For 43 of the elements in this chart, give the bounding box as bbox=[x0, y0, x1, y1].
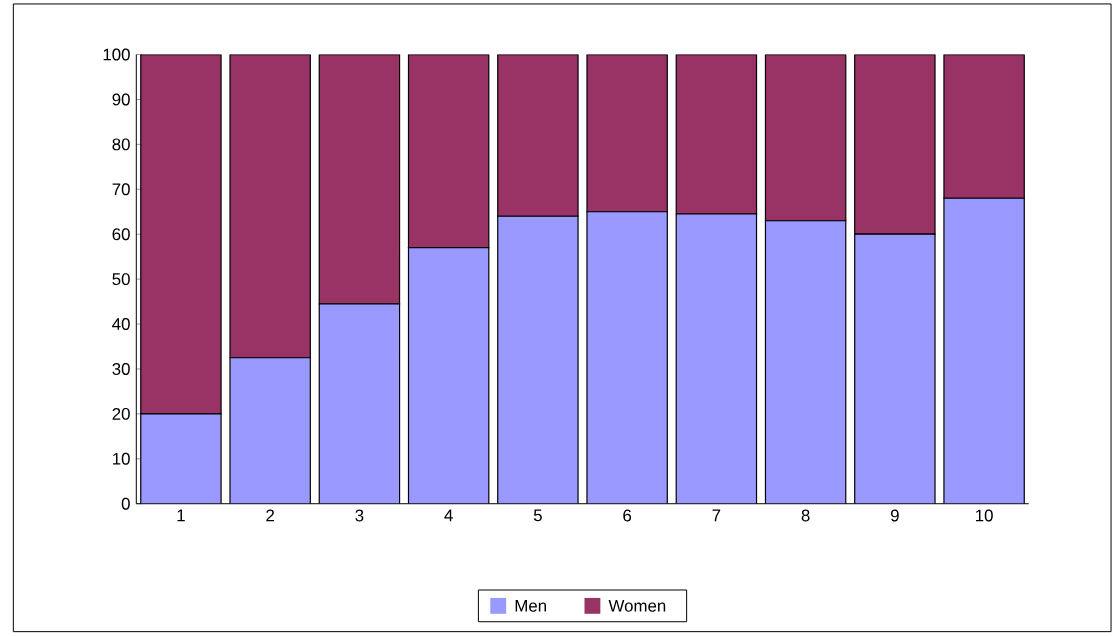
y-tick-label: 70 bbox=[112, 183, 130, 196]
x-tick-label: 6 bbox=[623, 509, 632, 522]
x-tick-label: 9 bbox=[890, 509, 899, 522]
bar bbox=[497, 216, 579, 504]
x-tick-label: 10 bbox=[976, 509, 993, 522]
y-tick-label: 50 bbox=[112, 273, 130, 286]
x-tick-label: 3 bbox=[355, 509, 364, 522]
bar bbox=[764, 54, 847, 222]
x-tick-label: 5 bbox=[533, 509, 542, 522]
bar bbox=[676, 214, 757, 504]
bar bbox=[229, 54, 311, 359]
bar bbox=[765, 220, 846, 504]
bar bbox=[408, 247, 489, 504]
bar bbox=[140, 54, 222, 415]
bar bbox=[230, 357, 311, 504]
bar bbox=[943, 54, 1025, 200]
y-tick-label: 40 bbox=[112, 318, 130, 331]
y-tick-label: 90 bbox=[112, 93, 130, 106]
x-tick-label: 4 bbox=[444, 509, 453, 522]
bar bbox=[586, 211, 668, 504]
x-tick-label: 8 bbox=[801, 509, 810, 522]
bar bbox=[140, 414, 222, 504]
y-tick-label: 60 bbox=[112, 228, 130, 241]
bar bbox=[497, 54, 579, 218]
legend-label: Women bbox=[608, 600, 666, 612]
y-tick-label: 20 bbox=[112, 408, 130, 421]
bar bbox=[943, 197, 1025, 504]
bar bbox=[318, 54, 401, 305]
bar bbox=[319, 304, 400, 504]
legend-label: Men bbox=[515, 600, 546, 612]
y-tick-label: 80 bbox=[112, 138, 130, 151]
y-tick-label: 100 bbox=[103, 48, 130, 61]
bar bbox=[854, 234, 936, 504]
y-tick-label: 10 bbox=[113, 453, 130, 465]
y-tick-label: 0 bbox=[121, 497, 130, 510]
bar bbox=[407, 54, 490, 249]
x-tick-label: 7 bbox=[712, 509, 721, 522]
x-tick-label: 2 bbox=[266, 509, 274, 522]
bar bbox=[586, 54, 668, 213]
x-tick-label: 1 bbox=[177, 509, 185, 522]
y-tick-label: 30 bbox=[112, 363, 130, 376]
bar bbox=[675, 54, 758, 215]
bar bbox=[854, 54, 936, 235]
